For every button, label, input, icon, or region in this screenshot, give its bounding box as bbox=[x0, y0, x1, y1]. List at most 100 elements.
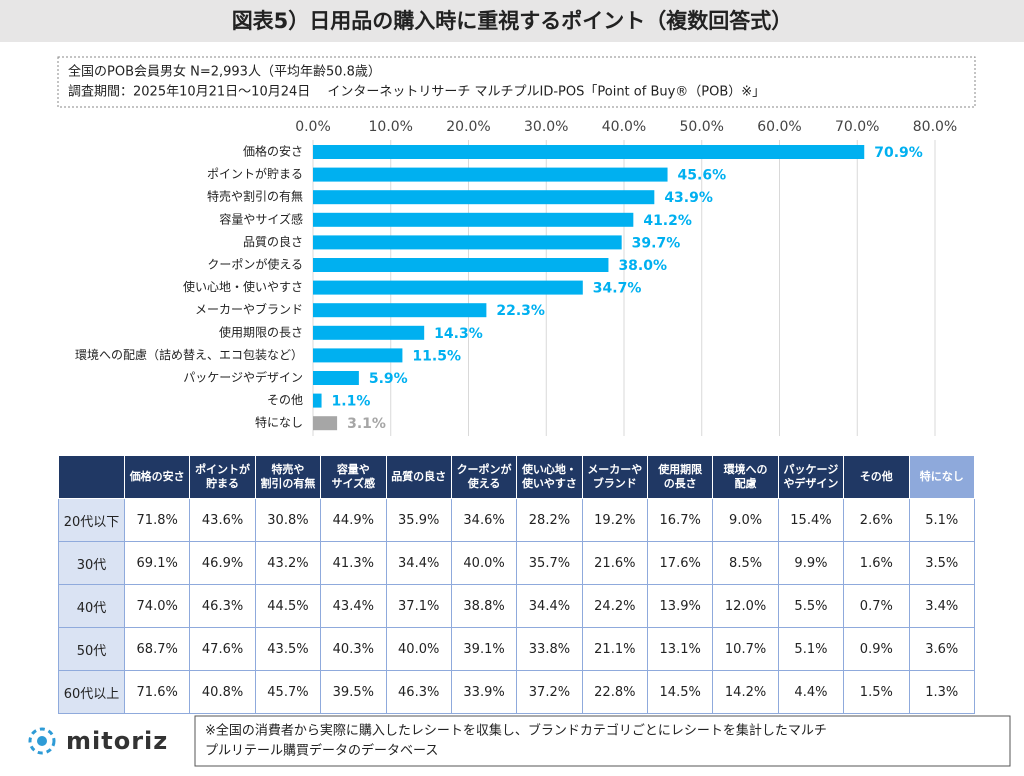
column-header: 価格の安さ bbox=[123, 455, 191, 499]
header-line: 価格の安さ bbox=[129, 470, 185, 483]
table-cell: 43.2% bbox=[254, 541, 322, 585]
info-line: 全国のPOB会員男女 N=2,993人（平均年齢50.8歳） bbox=[68, 64, 381, 80]
table-cell: 45.7% bbox=[254, 670, 322, 714]
value-label: 41.2% bbox=[643, 213, 692, 229]
category-label: 価格の安さ bbox=[243, 144, 303, 159]
bar bbox=[313, 235, 622, 250]
table-cell: 21.1% bbox=[581, 627, 649, 671]
x-tick-label: 70.0% bbox=[835, 119, 879, 135]
table-cell: 9.9% bbox=[777, 541, 845, 585]
category-label: 容量やサイズ感 bbox=[219, 211, 303, 226]
x-tick-label: 80.0% bbox=[913, 119, 957, 135]
table-cell: 33.8% bbox=[516, 627, 583, 671]
table-cell: 40.3% bbox=[320, 627, 387, 671]
table-cell: 46.9% bbox=[189, 541, 256, 585]
header-line: ポイントが bbox=[195, 463, 251, 476]
bar bbox=[313, 280, 583, 295]
table-row: 30代 69.1% 46.9% 43.2% 41.3% 34.4% 40.0% 35.7% 21… bbox=[58, 541, 975, 585]
table-cell: 41.3% bbox=[320, 541, 387, 585]
table-cell: 22.8% bbox=[581, 670, 649, 714]
table-cell: 9.0% bbox=[712, 498, 779, 542]
table-cell: 44.5% bbox=[254, 584, 322, 628]
row-label: 30代 bbox=[58, 541, 125, 585]
x-tick-label: 60.0% bbox=[757, 119, 801, 135]
table-cell: 46.3% bbox=[189, 584, 256, 628]
value-label: 39.7% bbox=[632, 235, 681, 251]
bar bbox=[313, 145, 865, 159]
x-tick-label: 20.0% bbox=[446, 119, 490, 135]
value-label: 11.5% bbox=[412, 348, 461, 364]
table-cell: 1.3% bbox=[908, 670, 975, 714]
table-cell: 47.6% bbox=[189, 627, 256, 671]
table-cell: 0.7% bbox=[843, 584, 910, 628]
table-row: 60代以上 71.6% 40.8% 45.7% 39.5% 46.3% 33.9% 37.2%… bbox=[58, 670, 975, 714]
bar bbox=[313, 371, 359, 385]
header-line: クーポンが bbox=[456, 463, 512, 476]
table-cell: 34.6% bbox=[450, 498, 518, 542]
table-cell: 3.4% bbox=[908, 584, 975, 628]
logo-text: mitoriz bbox=[66, 727, 168, 755]
bar bbox=[313, 325, 425, 340]
column-header: 使い心地・ 使いやすさ bbox=[516, 455, 583, 499]
header-line: その他 bbox=[859, 470, 893, 483]
column-header: 使用期限 の長さ bbox=[646, 455, 714, 499]
row-label: 50代 bbox=[58, 627, 125, 671]
category-label: 環境への配慮（詰め替え、エコ包装など） bbox=[75, 347, 303, 362]
table-cell: 43.5% bbox=[254, 627, 322, 671]
header-line: メーカーや bbox=[587, 463, 643, 476]
table-cell: 35.7% bbox=[516, 541, 583, 585]
bar bbox=[313, 393, 322, 408]
table-cell: 40.0% bbox=[385, 627, 452, 671]
value-label: 3.1% bbox=[347, 416, 386, 432]
header-line: 貯まる bbox=[206, 477, 240, 490]
note-box bbox=[194, 715, 1011, 767]
column-header: クーポンが 使える bbox=[450, 455, 518, 499]
x-tick-label: 50.0% bbox=[680, 119, 724, 135]
header-line: 配慮 bbox=[734, 477, 757, 490]
x-tick-label: 10.0% bbox=[369, 119, 413, 135]
table-cell: 13.1% bbox=[646, 627, 714, 671]
table-cell: 40.8% bbox=[189, 670, 256, 714]
header-line: 特になし bbox=[919, 470, 964, 483]
header-line: 使える bbox=[467, 477, 501, 490]
table-cell: 24.2% bbox=[581, 584, 649, 628]
column-header: ポイントが 貯まる bbox=[189, 455, 256, 499]
table-cell: 5.5% bbox=[777, 584, 845, 628]
table-cell: 1.5% bbox=[843, 670, 910, 714]
table-cell: 14.2% bbox=[712, 670, 779, 714]
category-label: 特になし bbox=[255, 415, 303, 430]
note-line: プルリテール購買データのデータベース bbox=[205, 743, 438, 759]
title-band bbox=[0, 0, 1024, 42]
data-table: 価格の安さ ポイントが 貯まる 特売や 割引の有無 容量や サイズ感 品質の良さ クーポンが 使え… bbox=[58, 455, 975, 714]
table-cell: 46.3% bbox=[385, 670, 452, 714]
category-label: 使用期限の長さ bbox=[219, 324, 303, 339]
title: 図表5）日用品の購入時に重視するポイント（複数回答式） bbox=[232, 9, 793, 33]
table-cell: 37.2% bbox=[516, 670, 583, 714]
table-cell: 39.1% bbox=[450, 627, 518, 671]
note-line: ※全国の消費者から実際に購入したレシートを収集し、ブランドカテゴリごとにレシート… bbox=[205, 723, 827, 739]
table-cell: 74.0% bbox=[123, 584, 191, 628]
table-cell: 39.5% bbox=[320, 670, 387, 714]
table-cell: 37.1% bbox=[385, 584, 452, 628]
table-cell: 33.9% bbox=[450, 670, 518, 714]
header-line: やデザイン bbox=[783, 477, 839, 490]
table-cell: 8.5% bbox=[712, 541, 779, 585]
value-label: 5.9% bbox=[369, 371, 408, 387]
table-cell: 19.2% bbox=[581, 498, 649, 542]
bar bbox=[313, 190, 655, 205]
table-cell: 0.9% bbox=[843, 627, 910, 671]
table-cell: 44.9% bbox=[320, 498, 387, 542]
header-line: 使用期限 bbox=[658, 463, 703, 476]
header-line: パッケージ bbox=[783, 463, 839, 476]
table-row: 40代 74.0% 46.3% 44.5% 43.4% 37.1% 38.8% 34.4% 24… bbox=[58, 584, 975, 628]
corner-cell bbox=[58, 455, 125, 499]
table-cell: 5.1% bbox=[908, 498, 975, 542]
row-label: 40代 bbox=[58, 584, 125, 628]
header-line: 特売や bbox=[271, 463, 305, 476]
bar bbox=[313, 212, 634, 227]
value-label: 34.7% bbox=[593, 281, 642, 297]
column-header: 容量や サイズ感 bbox=[320, 455, 387, 499]
info-box bbox=[57, 56, 976, 108]
category-label: 品質の良さ bbox=[243, 234, 303, 249]
